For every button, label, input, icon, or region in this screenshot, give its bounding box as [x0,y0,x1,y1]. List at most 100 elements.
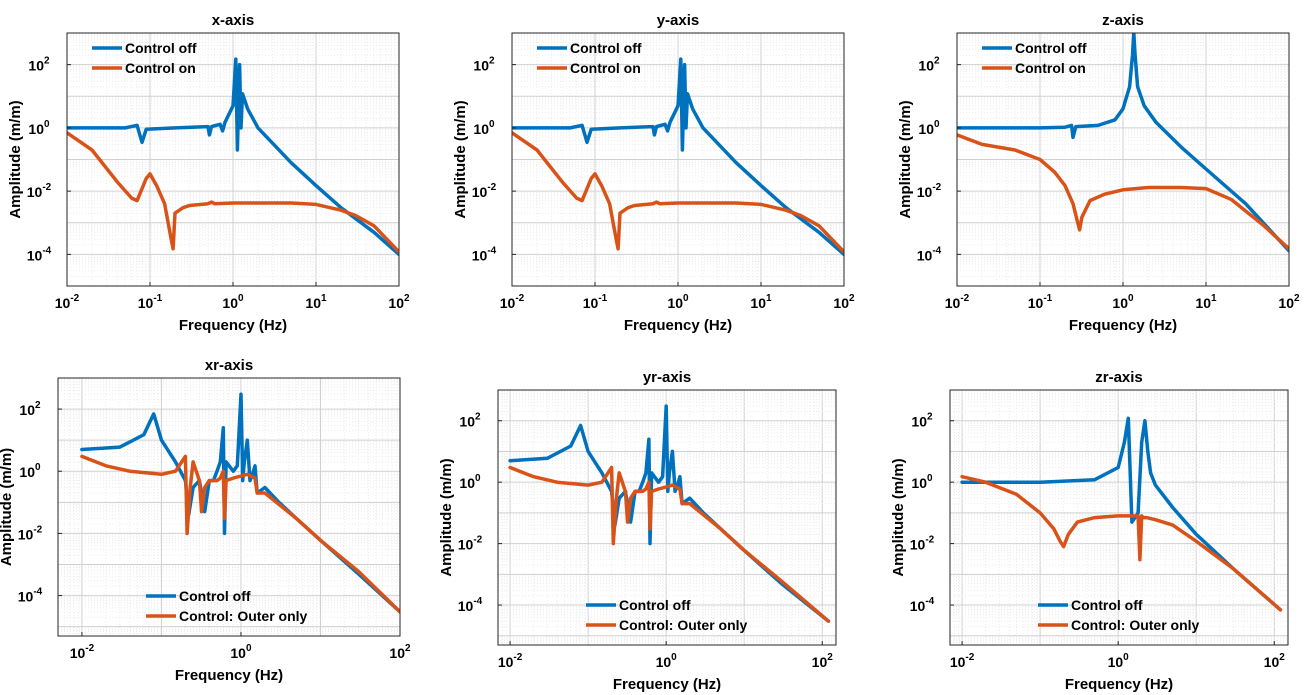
chart-title: z-axis [1102,12,1144,29]
x-tick-label: 102 [1264,652,1286,670]
x-tick-label: 10-2 [70,643,95,661]
y-tick-label: 10-4 [910,596,935,614]
x-tick-label: 10-2 [498,652,523,670]
x-tick-label: 10-2 [950,652,975,670]
y-tick-label: 10-4 [18,587,43,605]
series-line-control-on [80,454,400,614]
x-tick-label: 102 [812,652,834,670]
y-tick-label: 102 [459,412,481,430]
x-tick-label: 102 [388,293,410,311]
legend-label: Control off [570,40,642,56]
y-tick-label: 100 [911,473,933,491]
chart-6: 10-2 100 102 10-4 10-2 100 102 zr-axis Frequency… [890,369,1289,693]
chart-4: 10-2 100 102 10-4 10-2 100 102 xr-axis Frequency… [0,357,411,684]
series-line-control-off [957,33,1289,253]
chart-title: y-axis [657,12,700,29]
legend-label: Control off [1071,597,1143,613]
y-tick-label: 100 [918,119,940,137]
legend: Control off Control: Outer only [1038,597,1200,633]
axes-box [497,389,837,646]
y-tick-label: 10-2 [910,535,935,553]
series-line-control-off [960,416,1283,612]
legend-label: Control off [125,40,197,56]
x-axis-label: Frequency (Hz) [1069,317,1177,334]
legend-label: Control: Outer only [179,608,308,624]
series-line-control-on [67,131,399,254]
chart-title: zr-axis [1095,369,1143,386]
x-tick-label: 10-1 [583,293,608,311]
x-tick-label: 102 [389,643,411,661]
grid [949,389,1288,645]
y-axis-label: Amplitude (m/m) [7,100,24,218]
series-line-control-on [957,133,1289,251]
y-tick-label: 10-2 [27,182,52,200]
y-tick-label: 10-4 [472,245,497,263]
y-axis-label: Amplitude (m/m) [0,448,15,566]
legend-label: Control on [1015,60,1086,76]
y-tick-label: 10-4 [458,596,483,614]
x-axis-label: Frequency (Hz) [175,667,283,684]
x-tick-label: 100 [667,293,689,311]
y-tick-label: 10-2 [458,535,483,553]
legend: Control off Control: Outer only [146,588,308,624]
y-tick-label: 102 [911,412,933,430]
chart-2: 10-2 10-1 100 101 102 10-4 10-2 100 102 y-axis Fre… [452,12,855,334]
legend: Control off Control on [982,40,1087,76]
y-tick-label: 102 [473,56,495,74]
axes-box [949,389,1289,646]
x-tick-label: 10-2 [500,293,525,311]
y-tick-label: 102 [918,56,940,74]
y-axis-label: Amplitude (m/m) [897,100,914,218]
x-tick-label: 101 [305,293,327,311]
y-tick-label: 102 [28,56,50,74]
y-tick-label: 102 [19,400,41,418]
x-tick-label: 10-2 [945,293,970,311]
x-tick-label: 100 [656,652,678,670]
y-tick-label: 100 [459,473,481,491]
chart-1: 10-2 10-1 100 101 102 10-4 10-2 100 102 x-axis Fre… [7,12,410,334]
y-tick-label: 10-4 [917,245,942,263]
legend-label: Control off [619,597,691,613]
x-tick-label: 101 [750,293,772,311]
x-tick-label: 100 [230,643,252,661]
legend-label: Control: Outer only [619,617,748,633]
series-line-control-on [512,131,844,254]
series-line-control-on [508,465,831,623]
chart-3: 10-2 10-1 100 101 102 10-4 10-2 100 102 z-axis Fre… [897,12,1300,334]
y-tick-label: 10-4 [27,245,52,263]
chart-title: yr-axis [643,369,691,386]
x-tick-label: 100 [1112,293,1134,311]
legend-label: Control off [1015,40,1087,56]
y-axis-label: Amplitude (m/m) [890,458,907,576]
x-tick-label: 101 [1195,293,1217,311]
legend-label: Control on [570,60,641,76]
legend-label: Control: Outer only [1071,617,1200,633]
chart-title: xr-axis [205,357,253,374]
x-tick-label: 10-1 [1028,293,1053,311]
x-tick-label: 10-1 [138,293,163,311]
axes-box [57,377,401,637]
x-tick-label: 102 [833,293,855,311]
x-tick-label: 102 [1278,293,1300,311]
x-tick-label: 10-2 [55,293,80,311]
legend-label: Control on [125,60,196,76]
chart-title: x-axis [212,12,255,29]
x-axis-label: Frequency (Hz) [624,317,732,334]
y-tick-label: 100 [28,119,50,137]
x-axis-label: Frequency (Hz) [179,317,287,334]
series-line-control-off [512,57,844,257]
x-tick-label: 100 [222,293,244,311]
series-line-control-off [67,57,399,257]
y-axis-label: Amplitude (m/m) [438,458,455,576]
y-tick-label: 10-2 [18,524,43,542]
legend: Control off Control on [537,40,642,76]
series-line-control-on [960,474,1283,612]
legend: Control off Control: Outer only [586,597,748,633]
legend: Control off Control on [92,40,197,76]
y-axis-label: Amplitude (m/m) [452,100,469,218]
x-tick-label: 100 [1108,652,1130,670]
grid [511,32,845,287]
y-tick-label: 10-2 [917,182,942,200]
x-axis-label: Frequency (Hz) [613,676,721,693]
